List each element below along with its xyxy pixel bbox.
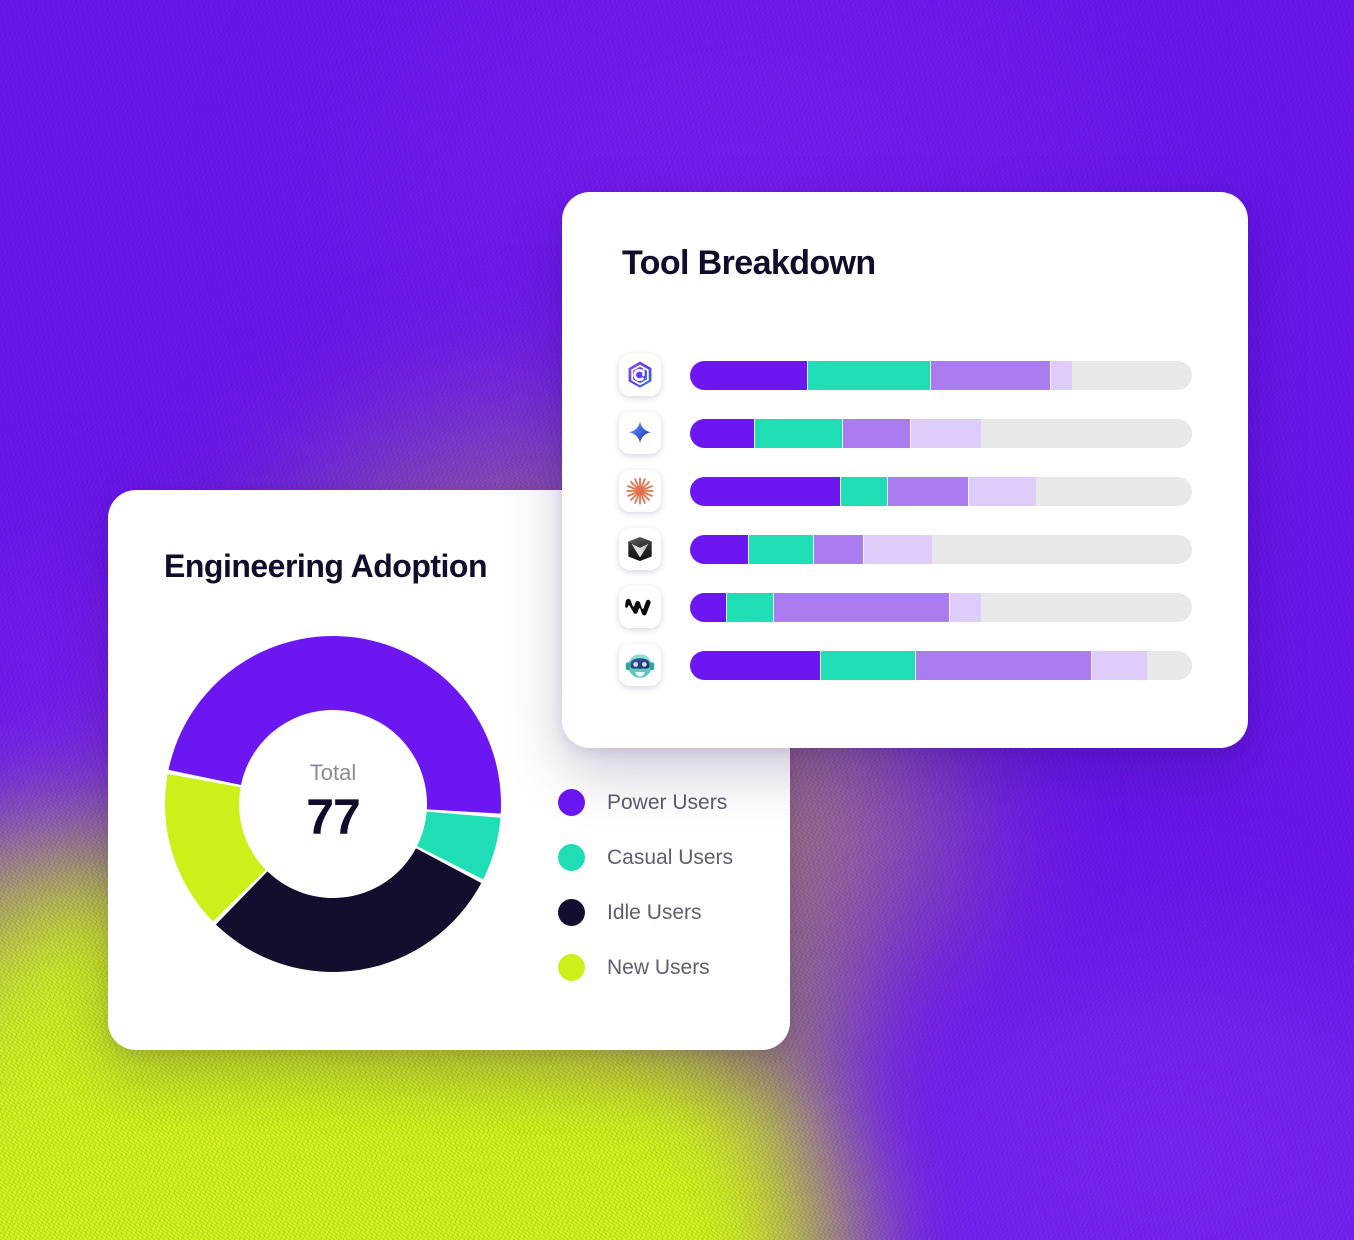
windsurf-w-icon [619,586,661,628]
tool-usage-segment-new [1091,650,1147,680]
tool-usage-bar[interactable] [690,360,1192,390]
tool-breakdown-title: Tool Breakdown [622,244,876,282]
tool-usage-segment-idle [915,650,1092,680]
legend-item[interactable]: Power Users [558,775,733,830]
legend-color-swatch [558,844,585,871]
donut-slice-power-users[interactable] [168,636,501,814]
claude-starburst-icon [619,470,661,512]
v0-cube-icon [619,528,661,570]
tool-usage-segment-power [690,418,756,448]
legend-label: New Users [607,955,710,979]
donut-slice-idle-users[interactable] [215,848,482,972]
tool-usage-segment-new [910,418,982,448]
tool-breakdown-row[interactable] [619,346,1192,404]
tool-usage-segment-new [949,592,981,622]
legend-item[interactable]: Casual Users [558,830,733,885]
tool-breakdown-row[interactable] [619,404,1192,462]
tool-usage-segment-power [690,534,750,564]
tool-usage-bar[interactable] [690,650,1192,680]
donut-svg [165,636,501,972]
legend-item[interactable]: Idle Users [558,885,733,940]
tool-usage-bar[interactable] [690,534,1192,564]
legend-color-swatch [558,954,585,981]
tool-usage-segment-idle [843,418,911,448]
tool-usage-segment-idle [930,360,1052,390]
legend-color-swatch [558,899,585,926]
tool-usage-segment-casual [749,534,814,564]
tool-usage-segment-new [1051,360,1072,390]
legend-item[interactable]: New Users [558,940,733,995]
tool-usage-segment-power [690,592,728,622]
legend-label: Idle Users [607,900,702,924]
tool-breakdown-row[interactable] [619,636,1192,694]
tool-usage-segment-power [690,360,808,390]
tool-usage-bar[interactable] [690,476,1192,506]
adoption-legend: Power Users Casual Users Idle Users New Use… [558,775,733,995]
donut-slice-casual-users[interactable] [417,811,501,880]
tool-usage-segment-new [968,476,1037,506]
copilot-hexagon-icon [619,354,661,396]
donut-total-value: 77 [306,789,361,845]
legend-label: Casual Users [607,845,734,869]
adoption-donut-chart: Total 77 [163,634,503,974]
tool-usage-bar[interactable] [690,418,1192,448]
tool-breakdown-card: Tool Breakdown [562,192,1248,748]
tool-usage-segment-casual [727,592,774,622]
engineering-adoption-title: Engineering Adoption [164,548,488,584]
tool-breakdown-row[interactable] [619,578,1192,636]
tool-usage-segment-casual [755,418,844,448]
donut-total-label: Total [309,760,357,785]
tool-usage-segment-idle [813,534,865,564]
tool-usage-segment-casual [807,360,931,390]
legend-color-swatch [558,789,585,816]
legend-label: Power Users [607,790,728,814]
tool-usage-segment-casual [820,650,916,680]
tool-usage-bar[interactable] [690,592,1192,622]
tool-usage-segment-power [690,650,821,680]
tool-breakdown-row[interactable] [619,520,1192,578]
robot-face-icon [619,644,661,686]
tool-usage-segment-idle [888,476,969,506]
tool-usage-segment-idle [773,592,950,622]
donut-slice-new-users[interactable] [165,773,266,922]
tool-breakdown-row[interactable] [619,462,1192,520]
tool-usage-segment-power [690,476,841,506]
tool-breakdown-row-list [619,346,1192,694]
tool-usage-segment-casual [840,476,889,506]
tool-usage-segment-new [864,534,932,564]
gemini-sparkle-icon [619,412,661,454]
